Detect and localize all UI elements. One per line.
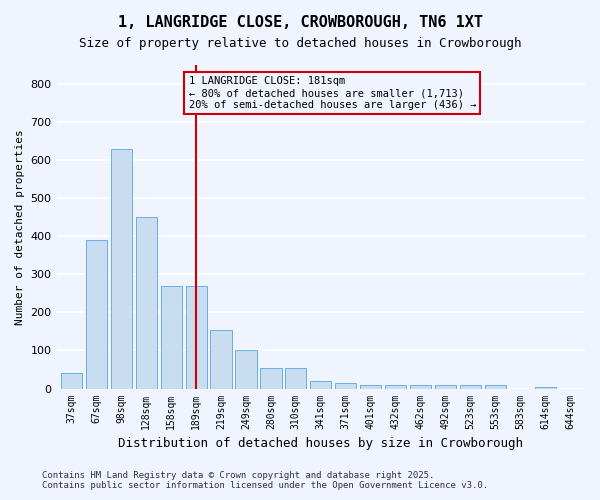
Bar — [485, 384, 506, 388]
Y-axis label: Number of detached properties: Number of detached properties — [15, 129, 25, 324]
Text: Size of property relative to detached houses in Crowborough: Size of property relative to detached ho… — [79, 38, 521, 51]
Bar — [235, 350, 257, 389]
X-axis label: Distribution of detached houses by size in Crowborough: Distribution of detached houses by size … — [118, 437, 523, 450]
Bar — [211, 330, 232, 388]
Bar — [111, 148, 132, 388]
Bar — [86, 240, 107, 388]
Bar — [435, 384, 456, 388]
Text: Contains HM Land Registry data © Crown copyright and database right 2025.
Contai: Contains HM Land Registry data © Crown c… — [42, 470, 488, 490]
Bar — [260, 368, 281, 388]
Bar — [161, 286, 182, 388]
Bar — [185, 286, 207, 388]
Bar — [385, 384, 406, 388]
Bar — [285, 368, 307, 388]
Bar — [410, 384, 431, 388]
Bar — [61, 374, 82, 388]
Bar — [460, 384, 481, 388]
Bar — [360, 384, 381, 388]
Text: 1 LANGRIDGE CLOSE: 181sqm
← 80% of detached houses are smaller (1,713)
20% of se: 1 LANGRIDGE CLOSE: 181sqm ← 80% of detac… — [188, 76, 476, 110]
Bar — [310, 381, 331, 388]
Bar — [335, 383, 356, 388]
Bar — [136, 218, 157, 388]
Text: 1, LANGRIDGE CLOSE, CROWBOROUGH, TN6 1XT: 1, LANGRIDGE CLOSE, CROWBOROUGH, TN6 1XT — [118, 15, 482, 30]
Bar — [535, 386, 556, 388]
